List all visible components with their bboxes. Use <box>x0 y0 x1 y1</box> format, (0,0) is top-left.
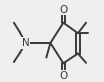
Text: O: O <box>59 5 67 15</box>
Text: O: O <box>59 71 67 81</box>
Text: N: N <box>22 38 30 48</box>
